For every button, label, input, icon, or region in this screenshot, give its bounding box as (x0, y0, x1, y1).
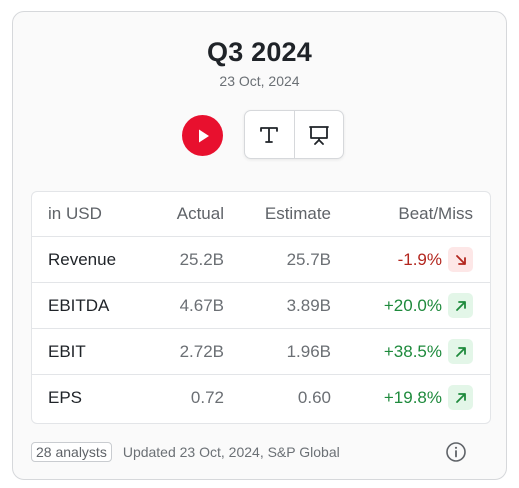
metric-name: EBIT (48, 341, 86, 361)
col-beat-miss: Beat/Miss (398, 204, 473, 223)
quarter-title: Q3 2024 (207, 37, 312, 67)
table-row: Revenue 25.2B 25.7B -1.9% (32, 236, 490, 282)
table-row: EPS 0.72 0.60 +19.8% (32, 374, 490, 420)
arrow-up-right-icon (448, 385, 473, 410)
arrow-down-right-icon (448, 247, 473, 272)
beat-miss-cell: +38.5% (331, 339, 473, 364)
col-currency: in USD (48, 204, 102, 223)
transcript-button[interactable] (245, 111, 294, 158)
beat-miss-cell: +20.0% (331, 293, 473, 318)
report-date: 23 Oct, 2024 (219, 73, 300, 89)
actual-value: 2.72B (179, 341, 224, 361)
analysts-count[interactable]: 28 analysts (31, 442, 112, 462)
presentation-icon (308, 125, 329, 145)
arrow-up-right-icon (448, 339, 473, 364)
earnings-table: in USD Actual Estimate Beat/Miss Revenue… (31, 191, 491, 424)
table-row: EBIT 2.72B 1.96B +38.5% (32, 328, 490, 374)
updated-text: Updated 23 Oct, 2024, S&P Global (122, 444, 340, 460)
metric-name: EBITDA (48, 295, 110, 315)
estimate-value: 1.96B (286, 341, 331, 361)
arrow-up-right-icon (448, 293, 473, 318)
col-actual: Actual (176, 204, 224, 223)
view-toggle-group (244, 110, 344, 159)
beat-miss-cell: +19.8% (331, 385, 473, 410)
col-estimate: Estimate (264, 204, 331, 223)
beat-miss-value: +19.8% (383, 387, 442, 407)
beat-miss-value: +20.0% (383, 295, 442, 315)
actual-value: 25.2B (179, 249, 224, 269)
play-icon (198, 129, 209, 142)
beat-miss-cell: -1.9% (331, 247, 473, 272)
metric-name: Revenue (48, 249, 117, 269)
estimate-value: 0.60 (297, 387, 331, 407)
estimate-value: 25.7B (286, 249, 331, 269)
beat-miss-value: +38.5% (383, 341, 442, 361)
actual-value: 4.67B (179, 295, 224, 315)
earnings-card: Q3 2024 23 Oct, 2024 in USD Actual Estim… (12, 11, 507, 480)
actual-value: 0.72 (190, 387, 224, 407)
text-transcript-icon (260, 126, 279, 143)
beat-miss-value: -1.9% (397, 249, 442, 269)
estimate-value: 3.89B (286, 295, 331, 315)
info-icon[interactable] (445, 441, 467, 463)
table-header: in USD Actual Estimate Beat/Miss (32, 192, 490, 236)
table-row: EBITDA 4.67B 3.89B +20.0% (32, 282, 490, 328)
footer: 28 analysts Updated 23 Oct, 2024, S&P Gl… (31, 441, 491, 463)
slides-button[interactable] (293, 111, 344, 158)
metric-name: EPS (48, 387, 83, 407)
play-button[interactable] (182, 115, 223, 156)
